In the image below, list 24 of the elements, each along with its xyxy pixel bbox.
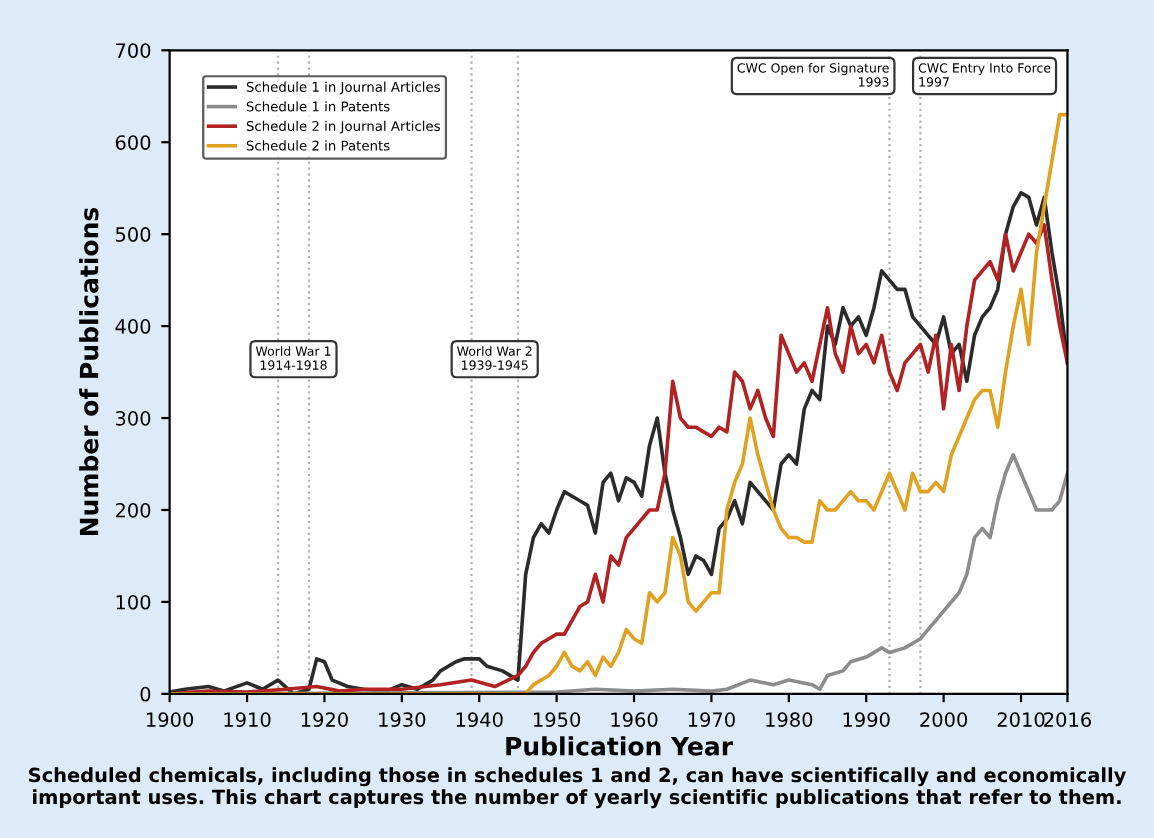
x-tick-label: 2000: [920, 712, 968, 727]
x-tick-label: 1960: [611, 712, 658, 727]
x-tick-label: 2010: [997, 712, 1045, 727]
x-tick-label: 2016: [1044, 712, 1091, 727]
y-tick-label: 600: [115, 135, 151, 150]
x-tick-label: 1970: [688, 712, 735, 727]
x-tick-label: 1920: [301, 712, 348, 727]
x-tick-label: 1930: [379, 712, 426, 727]
y-tick-label: 400: [115, 319, 151, 334]
x-tick-label: 1980: [766, 712, 813, 727]
y-tick-label: 300: [115, 411, 151, 426]
y-tick-label: 200: [115, 502, 151, 518]
y-tick-label: 700: [116, 43, 151, 58]
x-tick-label: 1900: [147, 712, 194, 727]
y-tick-label: 100: [116, 594, 151, 610]
y-tick-label: 0: [140, 686, 151, 702]
x-tick-label: 1990: [843, 712, 890, 727]
x-tick-label: 1910: [224, 712, 271, 727]
x-axis-title: Publication Year: [506, 736, 733, 756]
x-tick-label: 1940: [456, 712, 503, 727]
x-tick-label: 1950: [534, 712, 581, 727]
y-tick-label: 500: [115, 227, 151, 242]
y-axis-title: Number of Publications: [79, 207, 99, 536]
text: Scheduled chemicals, including those in schedules 1 and 2, can have scientifically and economically important uses. This chart captures the number of yearly scientific publications that refer to them.: [29, 767, 1127, 809]
